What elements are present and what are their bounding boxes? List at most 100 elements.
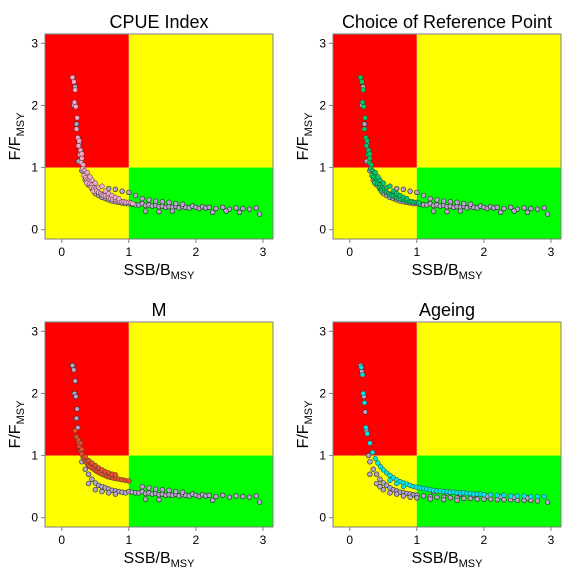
x-axis-label: SSB/BMSY xyxy=(124,550,196,570)
quadrant-red xyxy=(45,322,129,456)
background-point xyxy=(367,459,373,465)
background-point xyxy=(407,494,413,500)
background-point xyxy=(407,188,413,194)
highlight-point xyxy=(359,99,366,105)
highlight-point xyxy=(528,493,534,500)
background-point xyxy=(179,489,186,495)
background-point xyxy=(119,188,125,194)
background-point xyxy=(434,197,440,203)
background-point xyxy=(126,189,132,196)
x-tick-label: 3 xyxy=(260,533,267,547)
y-axis-label: F/FMSY xyxy=(7,400,27,449)
quadrant-green xyxy=(128,167,273,239)
highlight-point xyxy=(359,79,365,85)
highlight-point xyxy=(372,169,378,176)
background-point xyxy=(370,466,376,472)
x-tick-label: 2 xyxy=(481,533,488,547)
x-tick-label: 3 xyxy=(548,245,555,259)
highlight-point xyxy=(87,174,93,180)
background-point xyxy=(179,201,186,207)
background-point xyxy=(467,201,474,207)
highlight-point xyxy=(416,200,422,206)
background-point xyxy=(166,199,172,206)
x-tick-label: 0 xyxy=(346,533,353,547)
highlight-point xyxy=(361,104,367,110)
background-point xyxy=(427,496,433,502)
plot-frame xyxy=(44,33,274,240)
x-axis-label: SSB/BMSY xyxy=(412,550,484,570)
y-tick-label: 2 xyxy=(319,98,326,112)
quadrant-red xyxy=(45,34,129,168)
highlight-point xyxy=(82,454,88,460)
highlight-point xyxy=(72,87,78,93)
highlight-point xyxy=(394,480,400,487)
background-point xyxy=(156,208,162,215)
background-point xyxy=(206,492,212,499)
background-point xyxy=(112,491,119,497)
highlight-point xyxy=(375,174,381,180)
background-point xyxy=(256,499,263,505)
highlight-point xyxy=(76,138,82,144)
highlight-point xyxy=(360,87,366,93)
y-tick-label: 3 xyxy=(319,36,326,50)
background-point xyxy=(209,497,216,503)
background-point xyxy=(434,494,440,500)
background-point xyxy=(240,493,246,500)
background-point xyxy=(223,208,229,214)
panel-ageing: 0 1 2 3 0 1 2 3 Ageing SSB/BMSY F/FMSY xyxy=(295,300,562,570)
x-tick-label: 1 xyxy=(413,245,420,259)
highlight-point xyxy=(116,195,122,202)
background-point xyxy=(544,499,551,505)
panel-title: CPUE Index xyxy=(109,12,208,32)
background-point xyxy=(447,199,454,205)
background-point xyxy=(213,493,219,500)
highlight-point xyxy=(79,155,85,161)
background-point xyxy=(440,198,447,204)
background-point xyxy=(166,487,172,494)
background-point xyxy=(400,186,407,193)
background-point xyxy=(394,491,400,497)
background-point xyxy=(461,495,467,502)
y-tick-label: 3 xyxy=(319,324,326,338)
highlight-point xyxy=(367,155,373,161)
background-point xyxy=(99,488,105,495)
background-point xyxy=(213,205,219,212)
background-point xyxy=(528,205,534,212)
y-tick-label: 0 xyxy=(31,511,38,525)
background-point xyxy=(159,199,166,205)
x-tick-label: 1 xyxy=(125,533,132,547)
highlight-point xyxy=(494,492,500,498)
background-point xyxy=(206,204,212,211)
background-point xyxy=(362,409,368,415)
y-tick-label: 1 xyxy=(31,161,38,175)
y-axis-label: F/FMSY xyxy=(295,400,315,449)
background-point xyxy=(420,493,427,499)
background-point xyxy=(256,211,263,217)
background-point xyxy=(387,490,393,496)
quadrant-red xyxy=(333,322,417,456)
highlight-point xyxy=(369,449,376,456)
highlight-point xyxy=(99,183,105,189)
highlight-point xyxy=(364,138,370,144)
highlight-point xyxy=(358,364,364,370)
background-point xyxy=(534,206,541,212)
y-axis-label: F/FMSY xyxy=(7,112,27,161)
background-point xyxy=(361,121,368,127)
y-tick-label: 1 xyxy=(31,449,38,463)
background-point xyxy=(501,205,507,212)
background-point xyxy=(414,495,420,501)
background-point xyxy=(139,195,145,202)
background-point xyxy=(236,209,243,215)
background-point xyxy=(146,485,152,491)
background-point xyxy=(400,493,407,499)
highlight-point xyxy=(361,126,368,132)
background-point xyxy=(454,199,460,206)
background-point xyxy=(240,205,246,212)
background-point xyxy=(142,208,149,214)
highlight-point xyxy=(73,126,80,132)
quadrant-yellow-top xyxy=(128,34,273,168)
highlight-point xyxy=(487,492,494,498)
background-point xyxy=(497,209,504,215)
quadrant-red xyxy=(333,34,417,168)
plot-frame xyxy=(332,321,562,528)
